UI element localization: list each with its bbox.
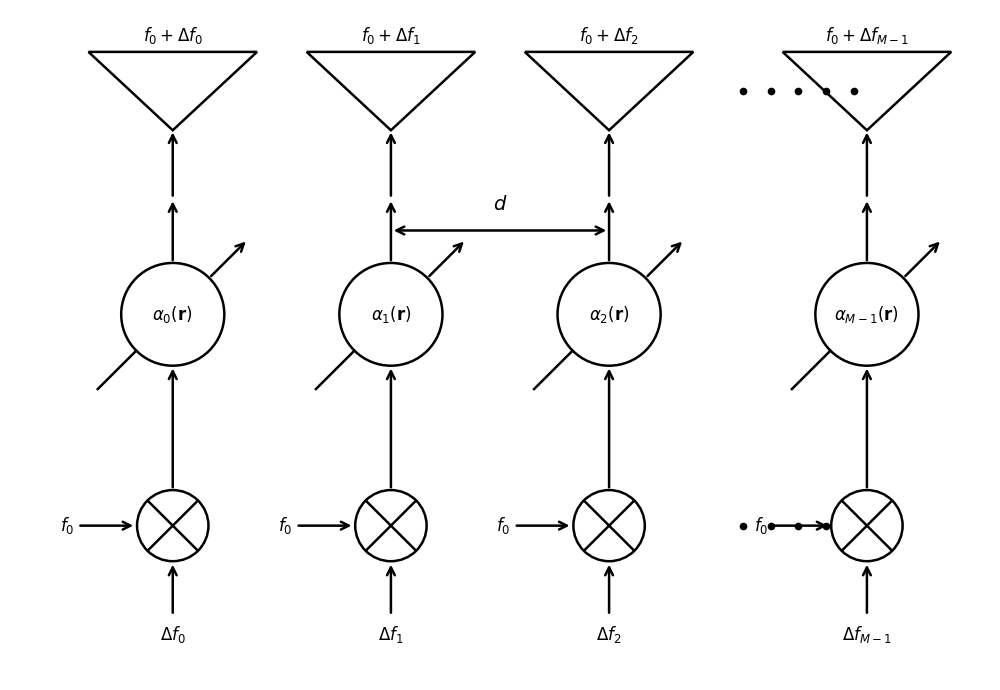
Text: $\alpha_0(\mathbf{r})$: $\alpha_0(\mathbf{r})$ (152, 304, 193, 325)
Ellipse shape (355, 490, 427, 561)
Text: $f_0+\Delta f_2$: $f_0+\Delta f_2$ (579, 26, 639, 46)
Text: $\Delta f_{M-1}$: $\Delta f_{M-1}$ (842, 624, 892, 644)
Ellipse shape (339, 263, 442, 366)
Text: $\alpha_2(\mathbf{r})$: $\alpha_2(\mathbf{r})$ (589, 304, 629, 325)
Ellipse shape (137, 490, 208, 561)
Text: $f_0+\Delta f_0$: $f_0+\Delta f_0$ (143, 26, 203, 46)
Text: $\Delta f_1$: $\Delta f_1$ (378, 624, 404, 644)
Ellipse shape (573, 490, 645, 561)
Text: $\alpha_{M-1}(\mathbf{r})$: $\alpha_{M-1}(\mathbf{r})$ (834, 304, 899, 325)
Text: $\Delta f_2$: $\Delta f_2$ (596, 624, 622, 644)
Text: $d$: $d$ (493, 195, 507, 214)
Ellipse shape (815, 263, 918, 366)
Text: $f_0$: $f_0$ (278, 515, 293, 536)
Ellipse shape (121, 263, 224, 366)
Text: $\Delta f_0$: $\Delta f_0$ (160, 624, 186, 644)
Ellipse shape (558, 263, 661, 366)
Ellipse shape (831, 490, 903, 561)
Text: $f_0+\Delta f_{M-1}$: $f_0+\Delta f_{M-1}$ (825, 26, 909, 46)
Text: $\alpha_1(\mathbf{r})$: $\alpha_1(\mathbf{r})$ (371, 304, 411, 325)
Text: $f_0$: $f_0$ (60, 515, 75, 536)
Text: $f_0+\Delta f_1$: $f_0+\Delta f_1$ (361, 26, 421, 46)
Text: $f_0$: $f_0$ (754, 515, 769, 536)
Text: $f_0$: $f_0$ (496, 515, 511, 536)
